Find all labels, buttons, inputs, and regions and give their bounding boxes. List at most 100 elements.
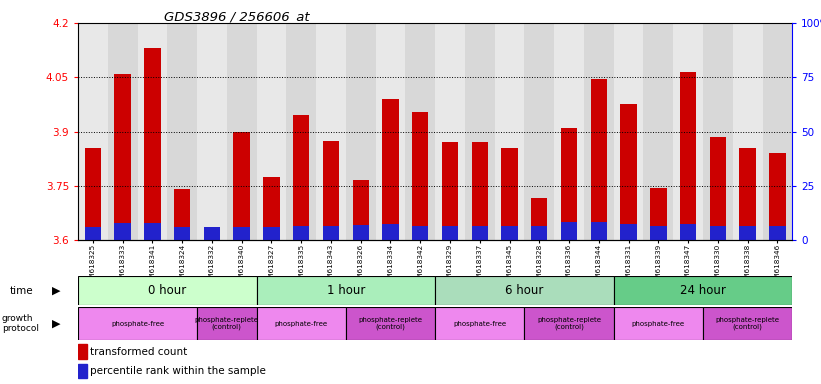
Bar [78,23,108,240]
Bar [703,307,792,340]
Bar [554,23,584,240]
Text: phosphate-replete
(control): phosphate-replete (control) [537,317,601,330]
Bar [352,225,369,240]
Bar [763,23,792,240]
Bar [85,227,101,240]
Bar [204,227,220,240]
Bar [264,177,280,240]
Bar [442,142,458,240]
Bar [621,225,637,240]
Text: ▶: ▶ [52,318,60,329]
Bar [650,226,667,240]
Text: phosphate-replete
(control): phosphate-replete (control) [195,317,259,330]
Text: phosphate-free: phosphate-free [632,321,685,326]
Bar [650,187,667,240]
Bar [323,141,339,240]
Bar [644,23,673,240]
Text: growth
protocol: growth protocol [2,314,39,333]
Bar [204,227,220,240]
Text: phosphate-replete
(control): phosphate-replete (control) [716,317,780,330]
Bar [197,23,227,240]
Bar [197,307,256,340]
Bar [293,226,310,240]
Bar [502,226,518,240]
Text: 24 hour: 24 hour [680,285,726,297]
Bar [78,307,197,340]
Bar [442,226,458,240]
Bar [740,148,756,240]
Bar [316,23,346,240]
Bar [144,48,161,240]
Text: 6 hour: 6 hour [505,285,544,297]
Bar [114,74,131,240]
Bar [614,23,644,240]
Bar [621,104,637,240]
Bar [525,307,614,340]
Bar [257,276,435,305]
Bar [174,227,190,240]
Bar [561,222,577,240]
Text: phosphate-free: phosphate-free [111,321,164,326]
Bar [471,226,488,240]
Bar [412,112,429,240]
Bar [769,226,786,240]
Text: 1 hour: 1 hour [327,285,365,297]
Bar [406,23,435,240]
Bar [584,23,614,240]
Bar [352,180,369,240]
Bar [85,148,101,240]
Bar [733,23,763,240]
Bar [561,128,577,240]
Bar [673,23,703,240]
Bar [78,364,87,378]
Text: phosphate-replete
(control): phosphate-replete (control) [359,317,423,330]
Bar [525,23,554,240]
Bar [435,23,465,240]
Bar [494,23,525,240]
Bar [78,276,257,305]
Bar [680,72,696,240]
Text: phosphate-free: phosphate-free [453,321,507,326]
Bar [383,99,399,240]
Bar [174,189,190,240]
Bar [471,142,488,240]
Bar [233,227,250,240]
Bar [740,226,756,240]
Text: transformed count: transformed count [90,347,187,357]
Text: percentile rank within the sample: percentile rank within the sample [90,366,266,376]
Bar [590,79,607,240]
Bar [590,222,607,240]
Bar [412,226,429,240]
Bar [709,226,726,240]
Bar [144,223,161,240]
Bar [287,23,316,240]
Bar [323,226,339,240]
Bar [138,23,167,240]
Text: phosphate-free: phosphate-free [275,321,328,326]
Bar [346,23,376,240]
Bar [502,148,518,240]
Text: ▶: ▶ [52,286,60,296]
Text: GDS3896 / 256606_at: GDS3896 / 256606_at [164,10,310,23]
Bar [233,132,250,240]
Bar [703,23,733,240]
Bar [465,23,495,240]
Bar [227,23,257,240]
Bar [769,153,786,240]
Text: time: time [10,286,34,296]
Bar [435,307,525,340]
Bar [614,276,792,305]
Bar [531,226,548,240]
Bar [614,307,703,340]
Text: 0 hour: 0 hour [148,285,186,297]
Bar [293,115,310,240]
Bar [264,227,280,240]
Bar [346,307,435,340]
Bar [531,199,548,240]
Bar [680,225,696,240]
Bar [114,223,131,240]
Bar [257,307,346,340]
Bar [376,23,406,240]
Bar [383,225,399,240]
Bar [257,23,287,240]
